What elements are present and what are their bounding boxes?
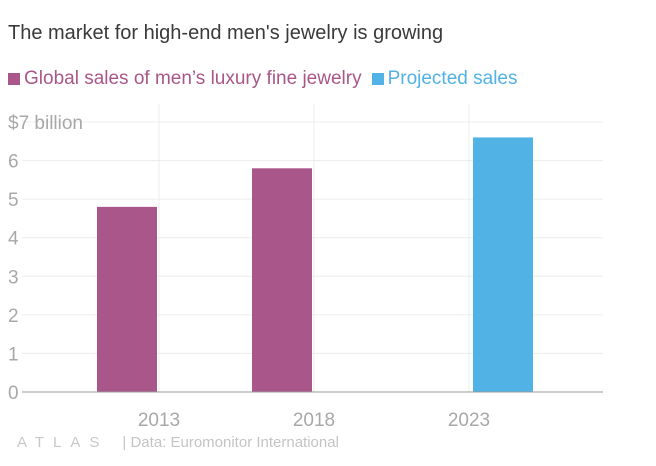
atlas-logo: ATLAS [17, 433, 109, 451]
legend-label-projected: Projected sales [387, 68, 518, 89]
y-tick-label: 0 [8, 383, 19, 404]
x-tick-label: 2013 [138, 410, 180, 431]
bar-actual [97, 206, 157, 392]
legend-item-actual: Global sales of men’s luxury fine jewelr… [8, 68, 362, 90]
chart-footer: ATLAS | Data: Euromonitor International [17, 433, 339, 451]
y-tick-label: 2 [8, 306, 19, 327]
y-tick-label: 3 [8, 267, 19, 288]
y-tick-label: $7 billion [8, 113, 83, 134]
bar-projected [473, 137, 533, 392]
legend-item-projected: Projected sales [371, 68, 518, 90]
y-tick-label: 5 [8, 190, 19, 211]
y-tick-label: 6 [8, 152, 19, 173]
chart-legend: Global sales of men’s luxury fine jewelr… [8, 68, 527, 90]
bar-actual [252, 168, 312, 392]
source-note: | Data: Euromonitor International [122, 433, 339, 451]
legend-swatch-projected [371, 73, 384, 85]
y-tick-label: 1 [8, 344, 19, 365]
x-tick-label: 2018 [293, 410, 335, 431]
legend-label-actual: Global sales of men’s luxury fine jewelr… [24, 68, 362, 89]
chart-title: The market for high-end men's jewelry is… [8, 22, 444, 44]
x-tick-label: 2023 [448, 410, 490, 431]
legend-swatch-actual [8, 73, 20, 85]
y-tick-label: 4 [8, 229, 19, 250]
